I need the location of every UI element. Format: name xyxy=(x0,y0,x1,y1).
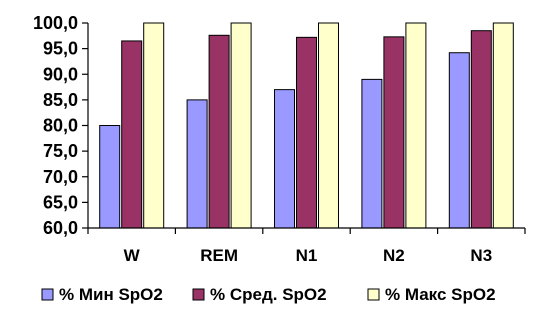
bar-n2-series-3 xyxy=(405,22,427,229)
legend-label: % Мин SpO2 xyxy=(59,285,163,304)
y-tick-label: 65,0 xyxy=(43,192,78,212)
x-tick-label: N2 xyxy=(383,246,405,265)
bar-rem-series-1 xyxy=(186,99,208,229)
bar-n2-series-2 xyxy=(383,36,405,229)
y-tick-label: 95,0 xyxy=(43,39,78,59)
bar-w-series-2 xyxy=(121,40,143,229)
bar-rem-series-3 xyxy=(230,22,252,229)
legend-swatch xyxy=(367,288,380,301)
y-tick-label: 100,0 xyxy=(33,13,78,33)
bar-n3-series-3 xyxy=(492,22,514,229)
legend-label: % Сред. SpO2 xyxy=(210,285,327,304)
legend-label: % Макс SpO2 xyxy=(385,285,496,304)
bar-rem-series-2 xyxy=(208,34,230,229)
legend-swatch xyxy=(192,288,205,301)
bar-n1-series-1 xyxy=(274,89,295,229)
bar-n1-series-3 xyxy=(318,22,339,229)
bar-w-series-1 xyxy=(99,125,121,229)
bar-n1-series-2 xyxy=(296,36,317,229)
x-tick-label: REM xyxy=(200,246,238,265)
x-tick-label: N3 xyxy=(470,246,492,265)
bar-n3-series-2 xyxy=(470,30,492,229)
y-tick-label: 60,0 xyxy=(43,218,78,238)
x-tick-label: W xyxy=(124,246,141,265)
y-tick-label: 80,0 xyxy=(43,116,78,136)
bar-n3-series-1 xyxy=(448,52,470,229)
legend-swatch xyxy=(41,288,54,301)
y-tick-label: 75,0 xyxy=(43,141,78,161)
bar-w-series-3 xyxy=(143,22,165,229)
bar-n2-series-1 xyxy=(361,78,383,229)
y-tick-label: 90,0 xyxy=(43,64,78,84)
y-tick-label: 70,0 xyxy=(43,167,78,187)
x-tick-label: N1 xyxy=(296,246,318,265)
y-tick-label: 85,0 xyxy=(43,90,78,110)
